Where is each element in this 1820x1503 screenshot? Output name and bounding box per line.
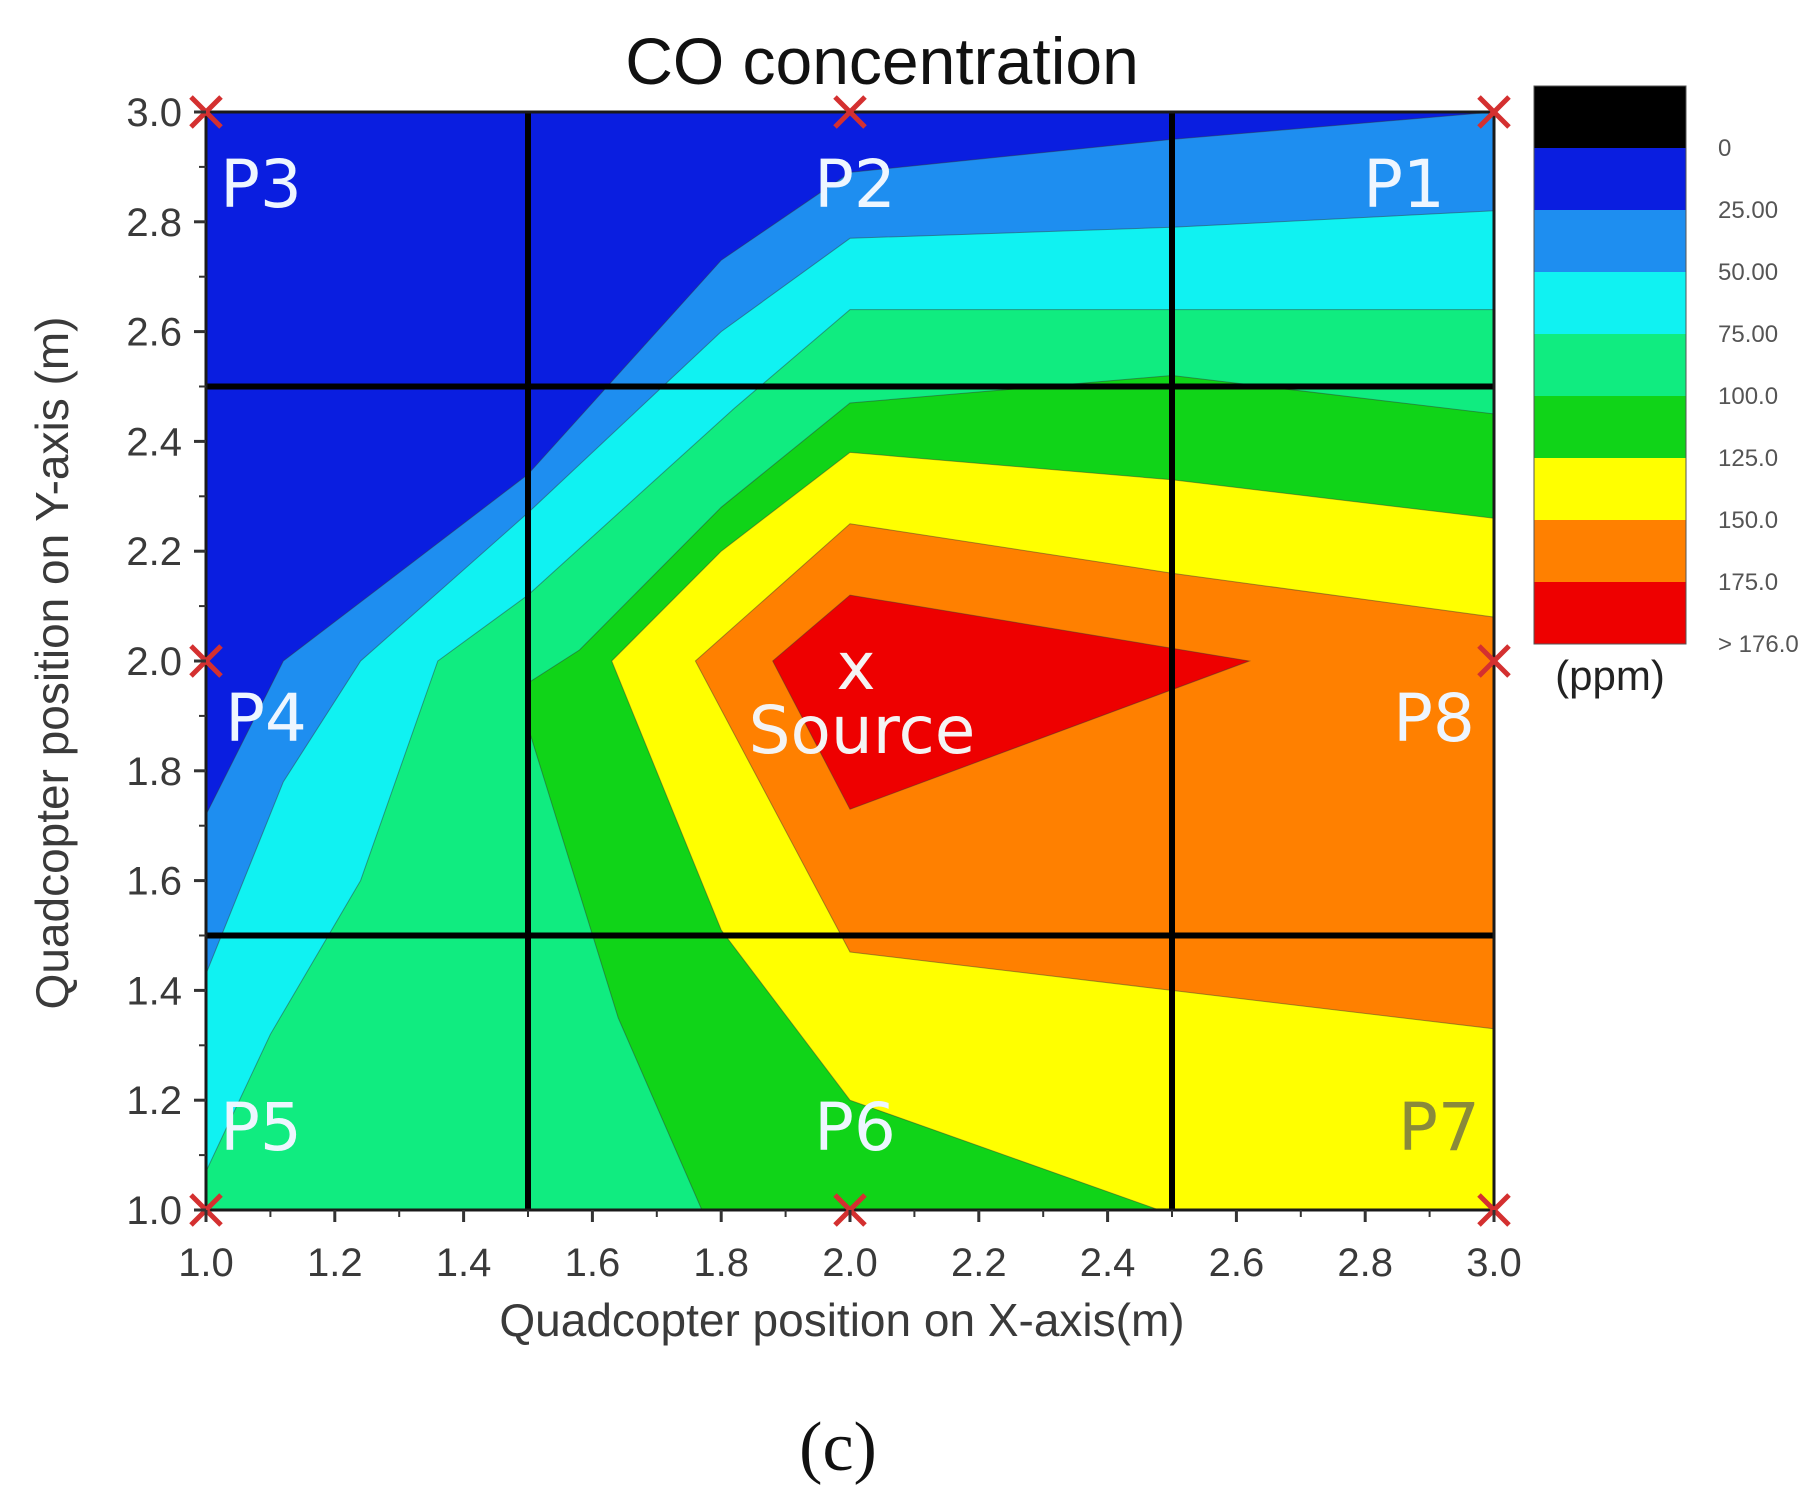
colorbar-segment-2 (1534, 148, 1686, 210)
x-tick-label: 1.8 (693, 1241, 749, 1285)
measurement-label-p8: P8 (1393, 680, 1475, 757)
x-tick-label: 2.2 (951, 1241, 1007, 1285)
colorbar: 0 25.00 50.00 75.00 100.0 125.0 150.0 175.0 > 17… (1533, 85, 1799, 658)
colorbar-label: 175.0 (1718, 569, 1778, 596)
colorbar-label: > 176.0 (1718, 631, 1799, 658)
colorbar-label: 75.00 (1718, 321, 1778, 348)
measurement-label-p6: P6 (814, 1089, 896, 1166)
figure-caption: (c) (799, 1409, 877, 1486)
x-tick-label: 2.0 (822, 1241, 878, 1285)
colorbar-segment-1 (1534, 86, 1686, 148)
colorbar-label: 125.0 (1718, 445, 1778, 472)
colorbar-segment-6 (1534, 396, 1686, 458)
colorbar-segment-9 (1534, 582, 1686, 644)
measurement-marker-p2 (833, 95, 867, 129)
colorbar-label: 25.00 (1718, 197, 1778, 224)
x-tick-label: 3.0 (1466, 1241, 1522, 1285)
contour-band-7 (772, 594, 1252, 810)
measurement-label-p4: P4 (225, 680, 307, 757)
y-tick-label: 2.2 (126, 530, 182, 574)
x-tick-label: 1.0 (178, 1241, 234, 1285)
grid-lines (206, 112, 1494, 1210)
y-tick-label: 1.0 (126, 1189, 182, 1233)
y-tick-label: 2.4 (126, 420, 182, 464)
source-label: Source (749, 692, 976, 769)
measurement-label-p2: P2 (814, 146, 896, 223)
measurement-label-p1: P1 (1363, 146, 1445, 223)
y-tick-label: 1.8 (126, 750, 182, 794)
x-tick-label: 1.2 (307, 1241, 363, 1285)
colorbar-frame (1533, 85, 1687, 645)
measurement-label-p3: P3 (220, 146, 302, 223)
measurement-label-p5: P5 (220, 1089, 302, 1166)
x-tick-label: 1.6 (565, 1241, 621, 1285)
x-tick-label: 2.8 (1337, 1241, 1393, 1285)
colorbar-segment-4 (1534, 272, 1686, 334)
colorbar-segment-3 (1534, 210, 1686, 272)
x-tick-label: 2.6 (1209, 1241, 1265, 1285)
colorbar-segment-8 (1534, 520, 1686, 582)
colorbar-segment-7 (1534, 458, 1686, 520)
measurement-labels: P1 P2 P3 P4 P5 P6 P7 P8 (220, 146, 1480, 1166)
x-tick-label: 2.4 (1080, 1241, 1136, 1285)
colorbar-label: 0 (1718, 135, 1731, 162)
x-axis-ticks: 1.0 1.2 1.4 1.6 1.8 2.0 2.2 2.4 2.6 2.8 3.0 (178, 1210, 1522, 1285)
y-tick-label: 1.2 (126, 1079, 182, 1123)
colorbar-label: 100.0 (1718, 383, 1778, 410)
colorbar-label: 50.00 (1718, 259, 1778, 286)
source-x-marker: x (836, 628, 875, 705)
x-axis-label: Quadcopter position on X-axis(m) (499, 1294, 1184, 1346)
measurement-label-p7: P7 (1398, 1089, 1480, 1166)
y-tick-label: 2.8 (126, 201, 182, 245)
x-tick-label: 1.4 (436, 1241, 492, 1285)
y-axis-ticks: 1.0 1.2 1.4 1.6 1.8 2.0 2.2 2.4 2.6 2.8 3.0 (126, 91, 206, 1233)
chart-title: CO concentration (625, 24, 1139, 98)
y-axis-label: Quadcopter position on Y-axis (m) (26, 317, 78, 1010)
y-tick-label: 1.6 (126, 860, 182, 904)
colorbar-unit-label: (ppm) (1555, 652, 1665, 699)
measurement-marker-p1 (1477, 95, 1511, 129)
measurement-marker-p8 (1477, 644, 1511, 678)
colorbar-label: 150.0 (1718, 507, 1778, 534)
y-tick-label: 2.6 (126, 311, 182, 355)
y-tick-label: 2.0 (126, 640, 182, 684)
colorbar-segment-5 (1534, 334, 1686, 396)
y-tick-label: 3.0 (126, 91, 182, 135)
y-tick-label: 1.4 (126, 969, 182, 1013)
